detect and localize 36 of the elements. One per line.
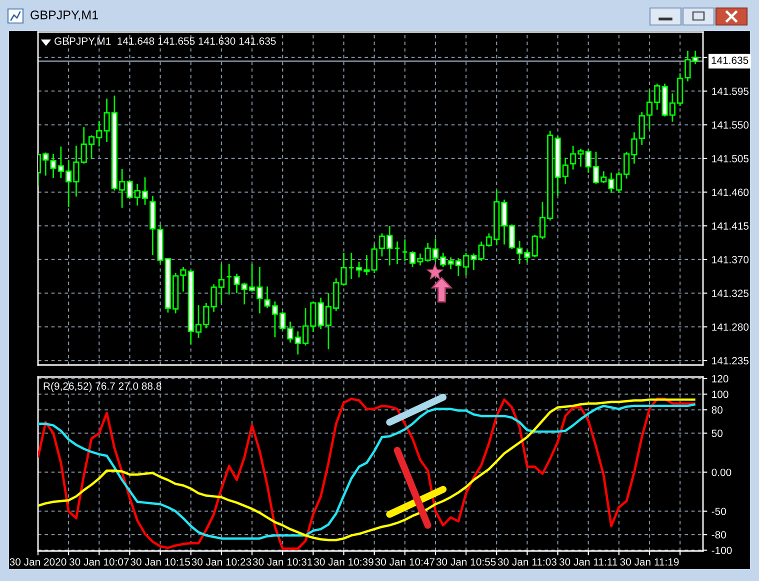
y-tick-label: 141.325 [712, 290, 749, 298]
x-tick-label: 30 Jan 10:55 [436, 558, 496, 566]
y-tick-label: 100 [712, 390, 728, 398]
x-tick-label: 30 Jan 11:03 [498, 558, 556, 566]
x-tick-label: 30 Jan 10:31 [252, 558, 312, 566]
y-tick-label: 80 [712, 406, 723, 414]
x-tick-label: 30 Jan 10:15 [130, 558, 190, 566]
y-tick-label: 0.00 [712, 468, 732, 476]
chart-title: GBPJPY,M1 [30, 10, 98, 21]
ref-line-label: 141.635 [712, 56, 748, 64]
x-tick-label: 30 Jan 11:19 [620, 558, 679, 566]
y-tick-label: 141.280 [712, 323, 749, 331]
y-tick-label: 141.595 [712, 88, 749, 95]
x-tick-label: 30 Jan 10:39 [314, 558, 374, 566]
x-tick-label: 30 Jan 2020 [10, 558, 66, 566]
x-tick-label: 30 Jan 11:11 [559, 558, 618, 566]
y-tick-label: 141.550 [712, 121, 749, 129]
x-tick-label: 30 Jan 10:23 [192, 558, 252, 566]
y-tick-label: 141.370 [712, 256, 749, 264]
candlestick [394, 242, 400, 264]
candlestick [348, 252, 354, 279]
x-tick-label: 30 Jan 10:47 [375, 558, 434, 566]
x-tick-label: 30 Jan 10:07 [69, 558, 129, 566]
y-tick-label: -80 [712, 531, 726, 538]
y-tick-label: -100 [712, 546, 732, 554]
y-tick-label: 141.235 [712, 357, 749, 364]
y-tick-label: 141.415 [712, 222, 749, 230]
y-tick-label: 141.460 [712, 188, 749, 196]
candlestick [226, 264, 232, 295]
y-tick-label: 120 [712, 375, 728, 382]
y-tick-label: 141.505 [712, 154, 749, 162]
candlestick [402, 239, 408, 261]
y-tick-label: -50 [712, 508, 726, 516]
y-tick-label: 50 [712, 430, 723, 438]
chart-subtitle: GBPJPY,M1 141.648 141.655 141.630 141.635 [54, 37, 276, 46]
chart-title: R(9,26,52) 76.7 27.0 88.8 [44, 382, 162, 392]
